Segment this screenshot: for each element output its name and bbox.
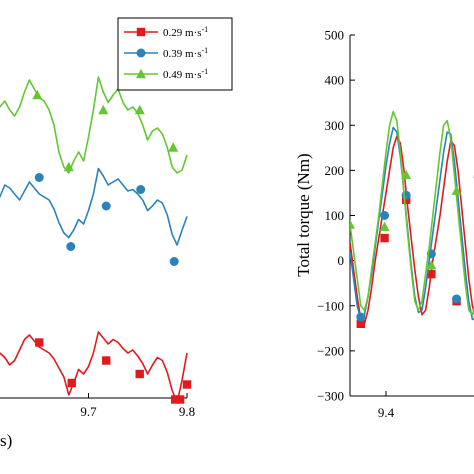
right-series-line-2: [350, 110, 474, 316]
left-series-2-point: [32, 89, 43, 100]
right-y-tick-label: 100: [325, 208, 345, 223]
right-series-2-point: [451, 185, 462, 195]
left-series-0-point: [182, 380, 192, 389]
legend-marker-0: [136, 27, 146, 37]
left-x-tick-label: 9.8: [179, 404, 195, 419]
right-series-line-0: [350, 135, 474, 325]
right-y-tick-label: −200: [317, 343, 344, 358]
right-series-2-point: [379, 221, 390, 231]
right-series-plot: [350, 110, 474, 328]
left-x-tick-label: 9.7: [80, 404, 97, 419]
right-y-axis-label: Total torque (Nm): [294, 153, 313, 276]
right-series-2-point: [350, 219, 355, 229]
right-y-tick-label: 200: [325, 163, 345, 178]
left-series-line-1: [0, 167, 188, 246]
left-series-0-point: [175, 395, 185, 404]
right-series-0-point: [401, 195, 411, 204]
legend: 0.29 m·s-1 0.39 m·s-1 0.49 m·s-1: [117, 17, 233, 91]
right-y-tick-label: 0: [338, 253, 345, 268]
right-x-tick-label: 9.4: [378, 405, 395, 420]
left-series-1-point: [66, 242, 76, 251]
left-series-line-2: [0, 76, 188, 174]
right-y-tick-label: −300: [317, 389, 344, 404]
right-series-1-point: [452, 294, 462, 304]
right-series-2-point: [426, 259, 437, 270]
left-series-line-0: [0, 331, 188, 404]
right-y-tick-label: 400: [325, 73, 345, 88]
right-series-1-point: [356, 312, 366, 322]
right-series-0-point: [380, 233, 389, 243]
left-series-2-point: [168, 142, 179, 152]
left-series-2-point: [98, 104, 109, 115]
right-y-ticks: −300 −200 −100 0 100 200 300 400 500: [317, 28, 355, 404]
left-series-1-point: [169, 257, 179, 266]
right-series-2-point: [401, 169, 412, 180]
right-y-tick-label: 300: [325, 118, 345, 133]
legend-marker-1: [136, 48, 146, 58]
left-x-ticks: 9.7 9.8: [80, 393, 195, 419]
left-series-0-point: [170, 395, 180, 404]
left-chart: 9.7 9.8 0.29 m·s-1 0.39 m·s-1 0.49 m·s-1 s): [0, 17, 233, 450]
right-series-0-point: [356, 319, 365, 328]
legend-label-1: 0.39 m·s-1: [163, 46, 208, 60]
right-y-tick-label: −100: [317, 298, 344, 313]
legend-marker-2: [136, 68, 146, 79]
left-series-group: [0, 76, 192, 404]
left-series-0-point: [102, 356, 111, 365]
right-series-1-point: [401, 190, 411, 200]
legend-label-0: 0.29 m·s-1: [163, 25, 208, 39]
left-series-0-point: [135, 369, 144, 379]
left-series-2-point: [63, 161, 74, 172]
left-series-0-point: [67, 378, 76, 388]
right-series-group: [350, 110, 474, 328]
left-series-1-point: [101, 201, 111, 211]
left-series-2-point: [134, 104, 145, 115]
legend-label-2: 0.49 m·s-1: [163, 67, 208, 81]
left-series-0-point: [35, 338, 44, 347]
right-chart: −300 −200 −100 0 100 200 300 400 500 9.4 Total t…: [294, 28, 474, 420]
right-y-tick-label: 500: [325, 28, 345, 43]
right-series-0-point: [427, 269, 436, 279]
right-x-ticks: 9.4: [378, 391, 395, 420]
left-series-1-point: [34, 173, 44, 182]
right-series-1-point: [380, 211, 390, 220]
left-x-axis-label: s): [0, 431, 12, 450]
left-series-1-point: [136, 185, 146, 194]
